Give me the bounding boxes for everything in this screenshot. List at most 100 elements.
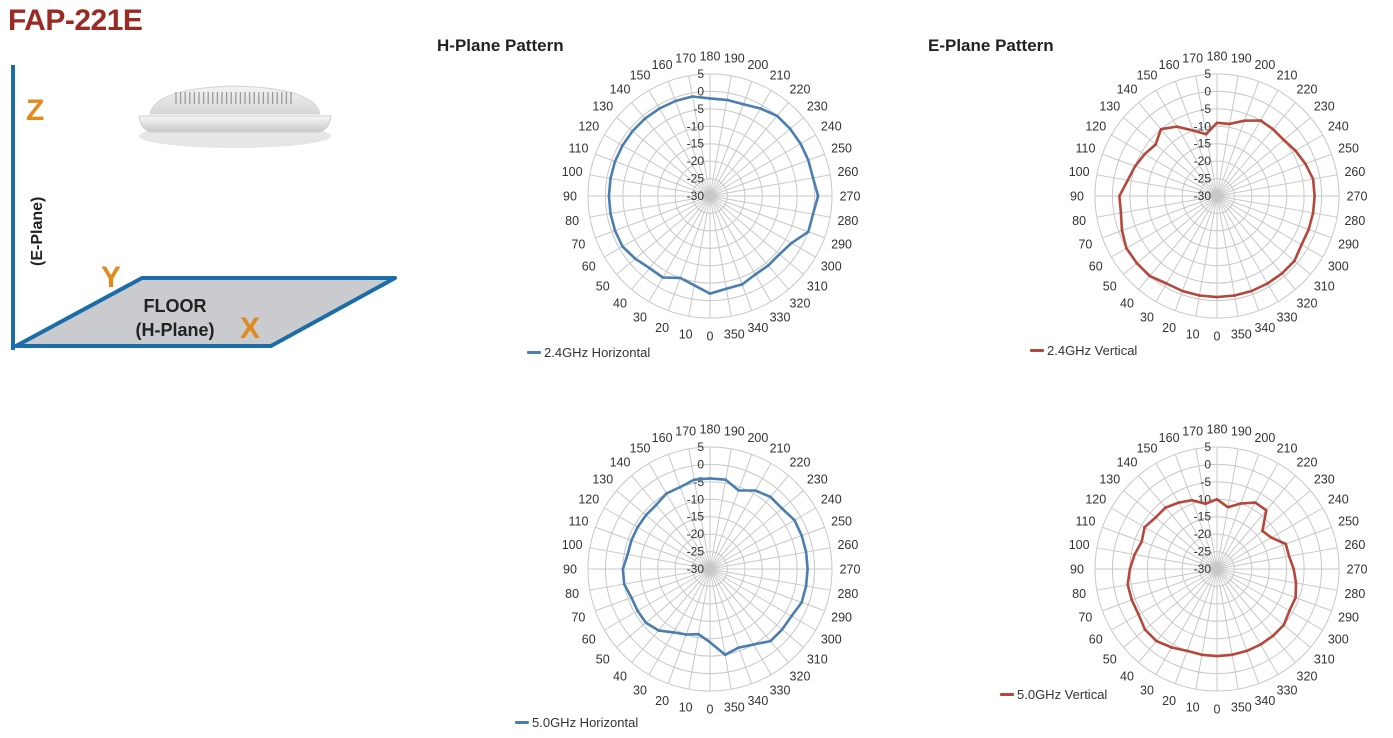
legend-5-0ghz-horizontal: 5.0GHz Horizontal xyxy=(515,715,638,730)
data-point xyxy=(1245,649,1249,653)
data-point xyxy=(708,640,712,644)
angle-tick-label: 40 xyxy=(1120,297,1134,311)
grid-spoke xyxy=(709,195,804,275)
grid-spoke xyxy=(709,195,732,317)
legend-2-4ghz-vertical: 2.4GHz Vertical xyxy=(1030,343,1137,358)
grid-spoke xyxy=(709,75,732,197)
angle-tick-label: 260 xyxy=(1344,165,1365,179)
data-point xyxy=(1120,229,1124,232)
radial-tick-label: -25 xyxy=(687,545,705,559)
data-point xyxy=(1292,567,1295,571)
angle-tick-label: 20 xyxy=(655,321,669,335)
grid-spoke xyxy=(709,568,804,648)
angle-tick-label: 240 xyxy=(821,493,842,507)
grid-spoke xyxy=(1216,90,1279,197)
grid-spoke xyxy=(1174,568,1218,684)
angle-tick-label: 130 xyxy=(1099,473,1120,487)
data-point xyxy=(724,478,728,482)
data-point xyxy=(1243,119,1246,122)
radial-tick-label: -15 xyxy=(687,510,705,524)
grid-spoke xyxy=(1216,568,1332,612)
data-point xyxy=(626,553,629,556)
angle-tick-label: 350 xyxy=(1231,700,1252,714)
data-point xyxy=(1137,613,1140,616)
angle-tick-label: 290 xyxy=(1338,237,1359,251)
data-point xyxy=(769,495,772,499)
angle-tick-label: 190 xyxy=(1231,425,1252,439)
data-point xyxy=(816,194,820,198)
data-point xyxy=(636,525,639,529)
angle-tick-label: 280 xyxy=(837,587,858,601)
angle-tick-label: 310 xyxy=(1314,279,1335,293)
data-point xyxy=(1165,282,1168,285)
legend-swatch xyxy=(1000,693,1014,696)
radial-tick-label: 0 xyxy=(697,457,704,471)
data-point xyxy=(630,539,633,542)
angle-tick-label: 200 xyxy=(747,431,768,445)
data-point xyxy=(609,212,612,215)
grid-spoke xyxy=(1174,81,1218,197)
grid-spoke xyxy=(688,195,711,317)
data-point xyxy=(708,292,712,295)
floor-label: FLOOR xyxy=(144,296,207,316)
grid-spoke xyxy=(1216,81,1260,197)
angle-tick-label: 340 xyxy=(1254,321,1275,335)
data-point xyxy=(1239,502,1243,505)
radial-tick-label: -15 xyxy=(1194,137,1212,151)
angle-tick-label: 180 xyxy=(1207,423,1228,437)
grid-spoke xyxy=(604,507,711,570)
angle-tick-label: 350 xyxy=(724,327,745,341)
radial-tick-label: -5 xyxy=(1200,102,1211,116)
angle-tick-label: 180 xyxy=(1207,50,1228,64)
data-point xyxy=(697,632,700,636)
grid-spoke xyxy=(1216,195,1338,218)
legend-label: 2.4GHz Vertical xyxy=(1047,343,1138,358)
radial-tick-label: -30 xyxy=(687,562,705,576)
angle-tick-label: 160 xyxy=(1159,58,1180,72)
grid-spoke xyxy=(1216,75,1239,197)
grid-spoke xyxy=(604,568,711,631)
angle-tick-label: 50 xyxy=(1103,279,1117,293)
polar-grid xyxy=(1094,446,1340,692)
data-point xyxy=(775,114,779,118)
grid-spoke xyxy=(1216,134,1323,197)
grid-spoke xyxy=(1216,526,1332,570)
data-point xyxy=(648,266,651,270)
grid-spoke xyxy=(1216,117,1311,197)
angle-tick-label: 100 xyxy=(562,165,583,179)
data-point xyxy=(806,567,809,571)
grid-spoke xyxy=(1096,547,1218,570)
angle-tick-label: 50 xyxy=(596,279,610,293)
radial-tick-label: -20 xyxy=(1194,154,1212,168)
angle-tick-label: 310 xyxy=(807,652,828,666)
grid-spoke xyxy=(1216,195,1323,258)
angle-tick-label: 110 xyxy=(568,142,588,156)
grid-spoke xyxy=(1155,463,1218,570)
legend-swatch xyxy=(527,351,541,354)
angle-tick-label: 280 xyxy=(1344,587,1365,601)
angle-tick-label: 210 xyxy=(1277,68,1298,82)
data-point xyxy=(1143,152,1146,156)
data-point xyxy=(1313,194,1316,198)
grid-spoke xyxy=(648,195,711,302)
angle-tick-label: 310 xyxy=(807,279,828,293)
angle-tick-label: 250 xyxy=(831,142,852,156)
legend-label: 5.0GHz Vertical xyxy=(1017,687,1108,702)
angle-tick-label: 190 xyxy=(1231,52,1252,66)
angle-tick-label: 170 xyxy=(675,52,696,66)
data-point xyxy=(1311,211,1315,215)
grid-spoke xyxy=(709,568,772,675)
data-point xyxy=(1304,162,1307,166)
grid-spoke xyxy=(1155,90,1218,197)
data-point xyxy=(1294,581,1298,585)
grid-spoke xyxy=(709,568,825,612)
grid-spoke xyxy=(688,448,711,570)
data-point xyxy=(1215,121,1219,125)
angle-tick-label: 70 xyxy=(571,237,585,251)
data-point xyxy=(661,276,665,279)
angle-tick-label: 240 xyxy=(1328,120,1349,134)
grid-spoke xyxy=(595,568,711,612)
angle-tick-label: 180 xyxy=(700,423,721,437)
grid-spoke xyxy=(1111,507,1218,570)
data-point xyxy=(1228,122,1232,126)
